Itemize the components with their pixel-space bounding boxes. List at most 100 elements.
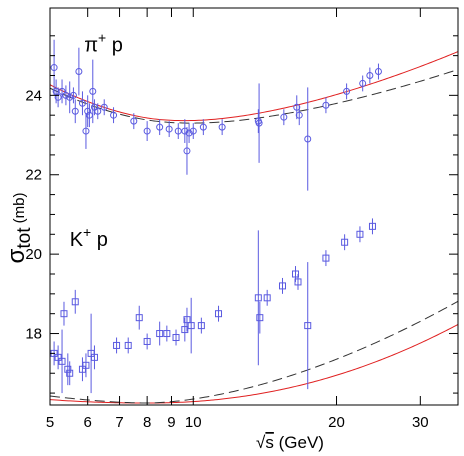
circle-marker: [69, 91, 77, 99]
square-marker: [163, 330, 171, 338]
circle-marker: [75, 68, 83, 76]
square-marker: [71, 298, 79, 306]
pip-data-point: [174, 123, 182, 140]
circle-marker: [304, 135, 312, 143]
pip-data-point: [255, 83, 263, 163]
square-marker: [58, 357, 66, 365]
square-marker: [197, 322, 205, 330]
kp-data-point: [254, 230, 262, 366]
circle-marker: [174, 127, 182, 135]
circle-marker: [189, 127, 197, 135]
kp-data-point: [187, 297, 195, 354]
x-tick-label: 8: [143, 414, 151, 431]
circle-marker: [143, 127, 151, 135]
pip-data-point: [94, 103, 102, 120]
circle-marker: [110, 111, 118, 119]
square-marker: [113, 341, 121, 349]
circle-marker: [165, 125, 173, 133]
pip-data-point: [366, 67, 374, 84]
square-marker: [183, 316, 191, 324]
y-tick-label: 18: [25, 326, 42, 343]
circle-marker: [295, 111, 303, 119]
x-tick-label: 6: [84, 414, 92, 431]
kp-data-point: [78, 357, 86, 382]
pip-data-point: [181, 119, 189, 143]
axes: 5 6 7 8 9 10 20 30 18 20 22 24: [25, 7, 459, 431]
circle-marker: [199, 123, 207, 131]
pip-data-point: [359, 75, 367, 92]
kp-data-point: [197, 317, 205, 334]
pip-data-point: [89, 59, 97, 124]
pip-data-point: [75, 47, 83, 96]
y-tick-label: 24: [25, 87, 42, 104]
x-tick-label: 10: [185, 414, 202, 431]
circle-marker: [84, 107, 92, 115]
pip-data-point: [185, 123, 193, 143]
pip-data-point: [293, 95, 301, 120]
kp-data-point: [82, 353, 90, 378]
kp-data-point: [322, 250, 330, 267]
kp-data-point: [256, 301, 264, 334]
pip-data-point: [71, 99, 79, 124]
x-tick-label: 30: [412, 414, 429, 431]
pip-data-point: [66, 81, 74, 114]
pip-data-point: [199, 119, 207, 136]
x-axis-title: √s (GeV): [256, 433, 324, 452]
pip-data-point: [100, 99, 108, 116]
kp-data-point: [124, 337, 132, 354]
square-marker: [78, 365, 86, 373]
circle-marker: [78, 99, 86, 107]
pip-data-point: [165, 121, 173, 138]
pip-data-point: [82, 113, 90, 149]
kp-data-point: [263, 289, 271, 306]
pip-data-point: [62, 85, 70, 106]
circle-marker: [255, 119, 263, 127]
kp-data-point: [172, 329, 180, 346]
circle-marker: [100, 103, 108, 111]
circle-marker: [185, 129, 193, 137]
square-marker: [215, 310, 223, 318]
pip-data-point: [322, 97, 330, 114]
kp-data-point: [90, 345, 98, 370]
x-tick-label: 9: [167, 414, 175, 431]
pip-data-point: [78, 91, 86, 116]
pip-data-point: [54, 87, 62, 108]
square-marker: [294, 278, 302, 286]
circle-marker: [183, 147, 191, 155]
pip-data-point: [110, 107, 118, 124]
x-tick-label: 20: [328, 414, 345, 431]
pip-data-point: [295, 105, 303, 126]
circle-marker: [71, 107, 79, 115]
y-tick-label: 22: [25, 167, 42, 184]
kp-data-point: [294, 273, 302, 290]
circle-marker: [58, 87, 66, 95]
pip-data-point: [374, 63, 382, 80]
circle-marker: [181, 127, 189, 135]
kp-data-point: [54, 345, 62, 370]
kp-data-point: [66, 361, 74, 386]
labels: √s (GeV) σtot (mb) π+ p K+ p: [3, 30, 324, 452]
circle-marker: [218, 123, 226, 131]
square-marker: [60, 310, 68, 318]
circle-marker: [94, 107, 102, 115]
kp-data-point: [356, 226, 364, 243]
circle-marker: [54, 93, 62, 101]
square-marker: [256, 314, 264, 322]
x-tick-label: 7: [115, 414, 123, 431]
square-marker: [54, 353, 62, 361]
kp-data-point: [143, 333, 151, 350]
fit-curve-red: [50, 323, 458, 404]
kp-data-point: [87, 313, 95, 394]
circle-marker: [130, 117, 138, 125]
square-marker: [135, 314, 143, 322]
circle-marker: [293, 103, 301, 111]
circle-marker: [89, 87, 97, 95]
kp-data-point: [113, 337, 121, 354]
reaction-label: K+ p: [70, 224, 108, 251]
square-marker: [143, 337, 151, 345]
kp-data-point: [156, 321, 164, 346]
square-marker: [187, 322, 195, 330]
plot-frame: [49, 7, 459, 406]
square-marker: [124, 341, 132, 349]
